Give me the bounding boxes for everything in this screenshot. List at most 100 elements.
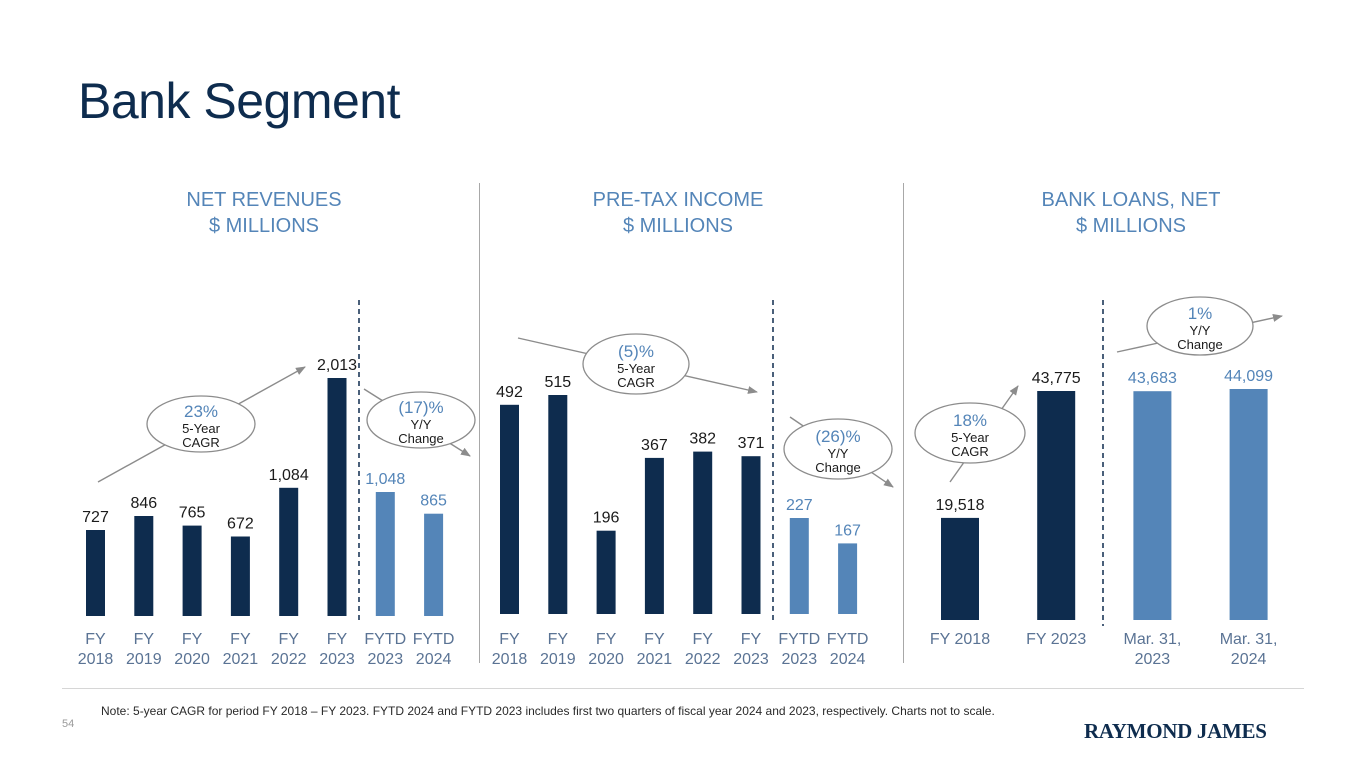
net-revenues-category-label-4-1: 2022 — [271, 651, 307, 668]
pre-tax-income-category-label-0-1: 2018 — [492, 651, 528, 668]
pre-tax-income-value-label-2: 196 — [593, 510, 620, 527]
bank-loans-cagr-value: 18% — [953, 411, 987, 430]
page-number: 54 — [62, 718, 75, 730]
net-revenues-category-label-6-1: 2023 — [368, 651, 404, 668]
pre-tax-income-value-label-0: 492 — [496, 384, 523, 401]
bank-loans-category-label-3-0: Mar. 31, — [1220, 631, 1278, 648]
bank-loans-bar-2 — [1133, 391, 1172, 620]
net-revenues-bar-2 — [182, 525, 202, 616]
pre-tax-income-bar-7 — [838, 543, 858, 614]
footer-rule — [62, 688, 1304, 689]
net-revenues-category-label-7-1: 2024 — [416, 651, 452, 668]
pre-tax-income-category-label-3-1: 2021 — [637, 651, 673, 668]
pre-tax-income-value-label-3: 367 — [641, 437, 668, 454]
pre-tax-income-bar-6 — [789, 518, 809, 614]
net-revenues-category-label-4-0: FY — [278, 631, 299, 648]
bank-loans-value-label-3: 44,099 — [1224, 368, 1273, 385]
pre-tax-income-yy-bubble — [783, 418, 893, 480]
bank-loans-cagr-bubble — [914, 402, 1026, 464]
bank-loans-value-label-0: 19,518 — [936, 497, 985, 514]
pre-tax-income-category-label-4-1: 2022 — [685, 651, 721, 668]
pre-tax-income-category-label-6-1: 2023 — [782, 651, 818, 668]
net-revenues-category-label-0-1: 2018 — [78, 651, 114, 668]
pre-tax-income-title-line-1: PRE-TAX INCOME — [592, 189, 764, 211]
pre-tax-income-value-label-5: 371 — [738, 435, 765, 452]
net-revenues-cagr-label-0: 5-Year — [182, 421, 220, 436]
pre-tax-income-category-label-7-1: 2024 — [830, 651, 866, 668]
bank-loans-category-label-2-0: Mar. 31, — [1123, 631, 1181, 648]
net-revenues-title-line-2: $ MILLIONS — [208, 215, 320, 237]
page-title: Bank Segment — [78, 73, 400, 129]
pre-tax-income-value-label-6: 227 — [786, 497, 813, 514]
net-revenues-title-line-1: NET REVENUES — [186, 189, 342, 211]
pre-tax-income-category-label-7-0: FYTD — [827, 631, 869, 648]
pre-tax-income-yy-label-0: Y/Y — [828, 446, 849, 461]
raymond-james-logo: RAYMOND JAMES — [1084, 719, 1267, 743]
net-revenues-category-label-7-0: FYTD — [413, 631, 455, 648]
bank-loans-cagr-label-0: 5-Year — [951, 430, 989, 445]
footnote: Note: 5-year CAGR for period FY 2018 – F… — [101, 704, 995, 718]
net-revenues-yy-value: (17)% — [398, 398, 443, 417]
net-revenues-chart-title: NET REVENUES $ MILLIONS — [164, 187, 364, 239]
net-revenues-bar-1 — [134, 516, 154, 616]
bank-loans-yy-value: 1% — [1188, 304, 1213, 323]
pre-tax-income-category-label-1-0: FY — [548, 631, 569, 648]
net-revenues-value-label-5: 2,013 — [317, 357, 357, 374]
pre-tax-income-cagr-bubble — [582, 333, 690, 395]
net-revenues-category-label-1-0: FY — [134, 631, 155, 648]
net-revenues-category-label-5-0: FY — [327, 631, 348, 648]
net-revenues-yy-bubble — [366, 391, 476, 449]
net-revenues-cagr-label-1: CAGR — [182, 435, 220, 450]
pre-tax-income-chart-title: PRE-TAX INCOME $ MILLIONS — [563, 187, 793, 239]
pre-tax-income-category-label-6-0: FYTD — [778, 631, 820, 648]
pre-tax-income-value-label-1: 515 — [544, 374, 571, 391]
net-revenues-category-label-6-0: FYTD — [364, 631, 406, 648]
bank-loans-yy-label-0: Y/Y — [1190, 323, 1211, 338]
pre-tax-income-category-label-4-0: FY — [692, 631, 713, 648]
net-revenues-category-label-3-1: 2021 — [223, 651, 259, 668]
net-revenues-value-label-0: 727 — [82, 509, 109, 526]
bank-loans-cagr-label-1: CAGR — [951, 444, 989, 459]
pre-tax-income-bar-0 — [500, 404, 519, 614]
net-revenues-cagr-value: 23% — [184, 402, 218, 421]
bank-loans-bar-1 — [1037, 391, 1076, 620]
net-revenues-bar-0 — [86, 530, 105, 616]
net-revenues-bar-7 — [424, 513, 444, 616]
bank-loans-category-label-1-0: FY 2023 — [1026, 631, 1086, 648]
bank-loans-category-label-0-0: FY 2018 — [930, 631, 990, 648]
pre-tax-income-cagr-label-1: CAGR — [617, 375, 655, 390]
net-revenues-category-label-0-0: FY — [85, 631, 106, 648]
pre-tax-income-category-label-5-1: 2023 — [733, 651, 769, 668]
bank-loans-yy-bubble — [1146, 296, 1254, 356]
net-revenues-cagr-bubble — [146, 395, 256, 453]
bank-loans-bar-0 — [941, 517, 979, 620]
net-revenues-category-label-2-0: FY — [182, 631, 203, 648]
pre-tax-income-value-label-4: 382 — [689, 431, 716, 448]
bank-loans-category-label-3-1: 2024 — [1231, 651, 1267, 668]
bank-loans-value-label-1: 43,775 — [1032, 370, 1081, 387]
net-revenues-category-label-5-1: 2023 — [319, 651, 355, 668]
pre-tax-income-category-label-2-1: 2020 — [588, 651, 624, 668]
net-revenues-value-label-2: 765 — [179, 505, 206, 522]
net-revenues-category-label-1-1: 2019 — [126, 651, 162, 668]
pre-tax-income-category-label-1-1: 2019 — [540, 651, 576, 668]
net-revenues-bar-6 — [375, 492, 395, 616]
pre-tax-income-value-label-7: 167 — [834, 522, 861, 539]
net-revenues-value-label-7: 865 — [420, 493, 447, 510]
section-divider-1 — [479, 183, 480, 663]
bank-loans-value-label-2: 43,683 — [1128, 370, 1177, 387]
pre-tax-income-cagr-value: (5)% — [618, 342, 654, 361]
bank-loans-title-line-2: $ MILLIONS — [1075, 215, 1187, 237]
bank-loans-category-label-2-1: 2023 — [1135, 651, 1171, 668]
bank-loans-title-line-1: BANK LOANS, NET — [1041, 189, 1221, 211]
pre-tax-income-bar-4 — [693, 451, 713, 614]
bank-loans-chart-title: BANK LOANS, NET $ MILLIONS — [1016, 187, 1246, 239]
net-revenues-bar-5 — [327, 378, 347, 616]
net-revenues-yy-label-1: Change — [398, 431, 444, 446]
pre-tax-income-category-label-2-0: FY — [596, 631, 617, 648]
pre-tax-income-bar-1 — [548, 395, 568, 614]
net-revenues-value-label-6: 1,048 — [365, 471, 405, 488]
pre-tax-income-yy-label-1: Change — [815, 460, 861, 475]
pre-tax-income-bar-3 — [644, 457, 664, 614]
bank-loans-yy-label-1: Change — [1177, 337, 1223, 352]
